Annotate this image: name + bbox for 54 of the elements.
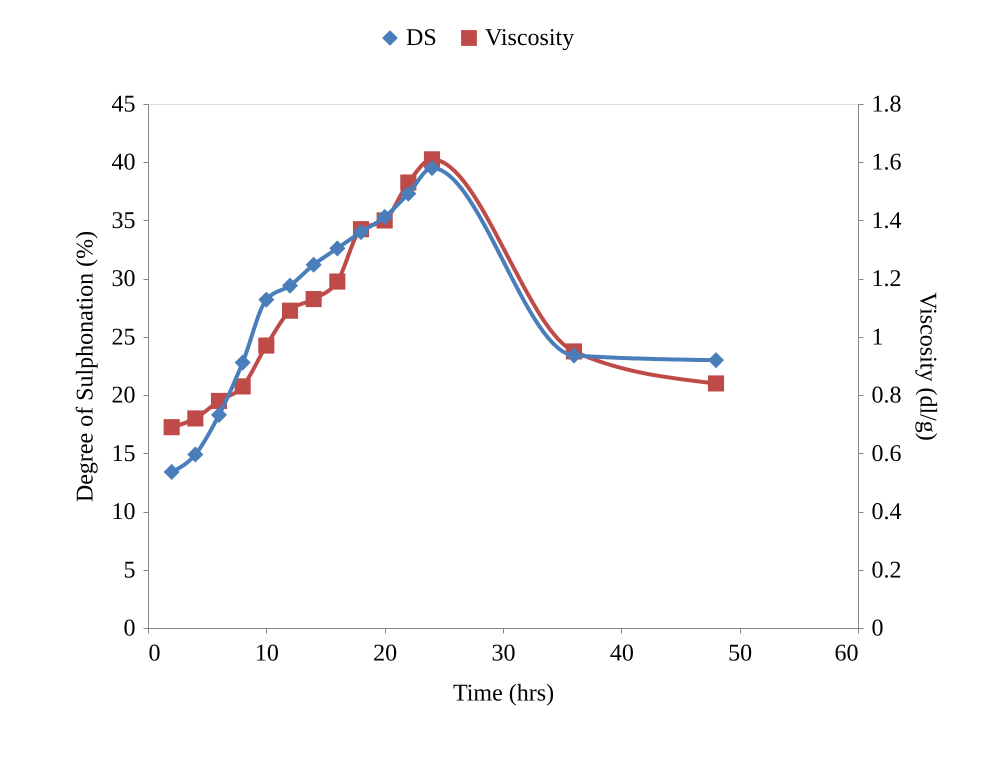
point — [187, 410, 204, 426]
point — [282, 302, 298, 319]
point — [708, 352, 724, 368]
point — [352, 224, 370, 240]
y-tick-label: 20 — [112, 382, 136, 409]
point — [306, 290, 322, 308]
y2-tick-label: 1.4 — [872, 208, 902, 234]
y-tick-label: 5 — [124, 557, 136, 584]
point — [329, 240, 346, 256]
y2-tick-label: 0.2 — [872, 557, 902, 584]
x-tick-label: 30 — [492, 640, 516, 666]
y-tick-label: 35 — [112, 208, 136, 234]
y2-tick-label: 0 — [872, 616, 884, 642]
y-tick-label: 10 — [112, 499, 136, 526]
x-tick-label: 10 — [254, 640, 279, 666]
point — [376, 208, 393, 226]
point — [566, 347, 582, 364]
y2-axis-title: Viscosity (dl/g) — [914, 292, 940, 441]
y2-tick-label: 0.4 — [872, 499, 902, 526]
legend-label: Viscosity — [485, 25, 574, 51]
y-tick-label: 0 — [124, 616, 136, 642]
point — [164, 464, 180, 480]
point — [234, 354, 251, 371]
x-axis-title: Time (hrs) — [452, 680, 554, 706]
legend-label: DS — [406, 25, 437, 51]
point — [234, 378, 251, 394]
x-tick-label: 60 — [834, 640, 858, 666]
point — [329, 274, 346, 290]
point — [708, 375, 724, 392]
point — [282, 278, 298, 294]
point — [400, 186, 416, 202]
y-tick-label: 15 — [112, 440, 136, 467]
x-tick-label: 50 — [728, 640, 752, 666]
point — [210, 406, 228, 423]
point — [187, 446, 204, 463]
y2-tick-label: 1 — [872, 324, 884, 350]
point — [424, 160, 440, 176]
y2-tick-label: 1.2 — [872, 266, 902, 292]
point — [164, 419, 180, 436]
x-tick-label: 40 — [610, 640, 634, 666]
point — [258, 338, 274, 354]
y-tick-label: 40 — [112, 150, 136, 176]
y-tick-label: 45 — [112, 92, 136, 118]
y2-tick-label: 1.6 — [872, 150, 902, 176]
x-tick-label: 20 — [373, 640, 398, 666]
point — [258, 292, 274, 308]
point — [306, 256, 322, 273]
y-tick-label: 30 — [112, 266, 136, 292]
y-tick-label: 25 — [112, 324, 136, 350]
y2-tick-label: 0.6 — [872, 440, 902, 467]
y-axis-title: Degree of Sulphonation (%) — [72, 230, 98, 502]
y2-tick-label: 1.8 — [872, 92, 902, 118]
y2-tick-label: 0.8 — [872, 382, 902, 409]
x-tick-label: 0 — [148, 640, 160, 666]
